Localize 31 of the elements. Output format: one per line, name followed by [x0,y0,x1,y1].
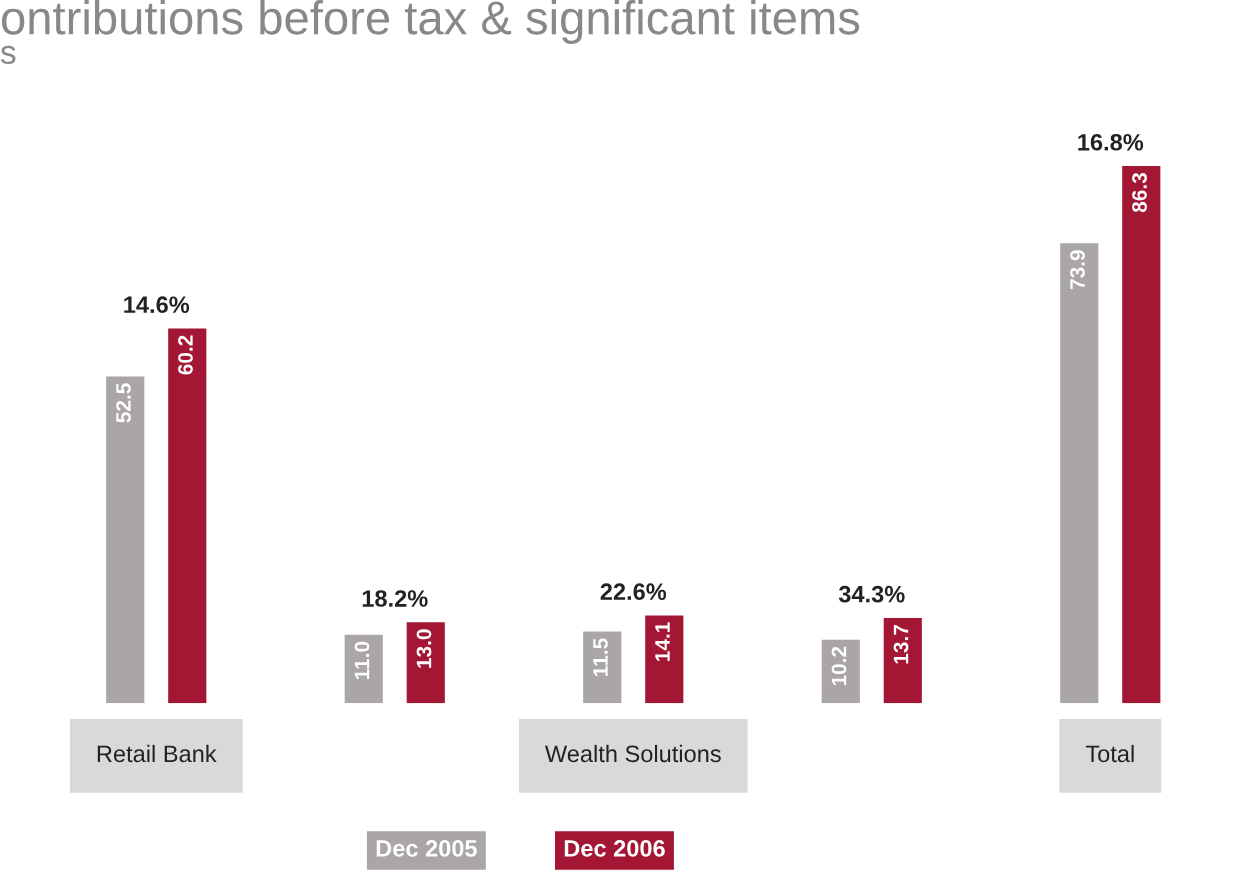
bar [583,631,622,704]
chart-subtitle: s [0,45,16,65]
bar [883,617,922,704]
data-label: 52.5 [116,383,131,423]
bar [106,376,145,704]
annotation: 18.2% [362,590,428,607]
data-label: 60.2 [178,335,193,375]
data-label: 73.9 [1070,250,1085,290]
data-label: 14.1 [655,622,670,661]
bar [168,328,207,704]
x-tick-label: Wealth Solutions [545,744,721,763]
annotation: 34.3% [838,585,905,603]
data-label: 86.3 [1132,173,1147,213]
annotation: 14.6% [124,296,190,314]
x-tick-label: Total [1085,744,1134,763]
text: Dec 2006 [564,840,665,857]
bar [406,622,445,704]
bar [645,615,684,704]
data-label: 11.0 [354,641,370,680]
chart-title: ontributions before tax & significant items [1,0,860,44]
data-label: 10.2 [831,646,847,686]
bar [1122,166,1161,704]
data-label: 11.5 [593,638,608,676]
bar [1060,243,1099,704]
data-label: 13.7 [893,625,909,664]
data-label: 13.0 [416,629,432,668]
text: Dec 2005 [376,840,477,857]
annotation: 22.6% [600,583,667,601]
x-tick-label: Retail Bank [97,744,217,763]
text: 16.8% [1078,133,1144,151]
bar [344,634,383,704]
